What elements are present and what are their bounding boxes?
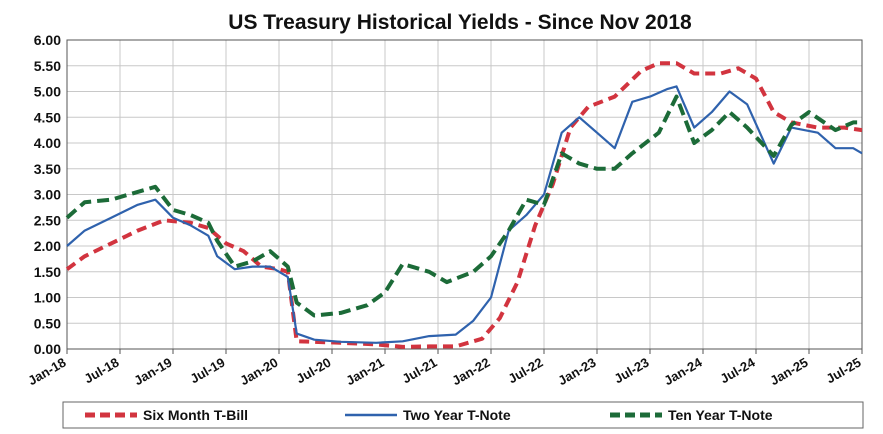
y-tick-label: 3.50 [34, 161, 61, 177]
gridlines [66, 39, 863, 350]
series-line-two-year-t-note [66, 85, 863, 344]
series-line-ten-year-t-note [65, 94, 862, 318]
series-line-six-month-t-bill [65, 61, 863, 349]
x-tick-label: Jul-19 [187, 355, 227, 387]
y-tick-label: 4.00 [34, 135, 61, 151]
x-tick-label: Jan-25 [767, 355, 810, 389]
x-tick-label: Jan-20 [237, 355, 280, 389]
y-tick-label: 1.00 [34, 290, 61, 306]
series-lines [65, 61, 863, 349]
legend-label: Two Year T-Note [403, 407, 511, 423]
y-tick-label: 1.50 [34, 264, 61, 280]
x-tick-label: Jan-21 [343, 355, 386, 389]
x-axis: Jan-18 Jul-18 Jan-19 Jul-19 Jan-20 Jul-20 Jan-… [25, 349, 864, 389]
y-tick-label: 5.00 [34, 84, 61, 100]
x-tick-label: Jan-19 [131, 355, 174, 389]
plot-area-frame [66, 39, 863, 350]
y-tick-label: 5.50 [34, 58, 61, 74]
legend-label: Six Month T-Bill [143, 407, 248, 423]
y-tick-label: 4.50 [34, 109, 61, 125]
x-tick-label: Jul-25 [823, 355, 863, 387]
x-tick-label: Jul-18 [81, 355, 121, 387]
legend-box [62, 401, 864, 429]
y-tick-label: 2.00 [34, 238, 61, 254]
y-tick-label: 3.00 [34, 187, 61, 203]
y-tick-label: 6.00 [34, 32, 61, 48]
x-tick-label: Jul-22 [505, 355, 545, 387]
x-tick-label: Jan-23 [555, 355, 598, 389]
y-axis: 0.00 0.50 1.00 1.50 2.00 2.50 3.00 3.50 4.00 4.50… [34, 32, 61, 357]
x-tick-label: Jul-20 [293, 355, 333, 387]
legend: Six Month T-Bill Two Year T-Note Ten Year … [62, 401, 864, 429]
x-tick-label: Jul-21 [399, 355, 439, 387]
y-tick-label: 0.50 [34, 315, 61, 331]
x-tick-label: Jul-24 [717, 354, 758, 386]
y-tick-label: 2.50 [34, 212, 61, 228]
x-tick-label: Jul-23 [611, 355, 651, 387]
legend-label: Ten Year T-Note [668, 407, 773, 423]
x-tick-label: Jan-24 [661, 354, 705, 388]
chart-title: US Treasury Historical Yields - Since No… [228, 11, 692, 34]
x-tick-label: Jan-18 [25, 355, 68, 389]
x-tick-label: Jan-22 [449, 355, 492, 389]
y-tick-label: 0.00 [34, 341, 61, 357]
